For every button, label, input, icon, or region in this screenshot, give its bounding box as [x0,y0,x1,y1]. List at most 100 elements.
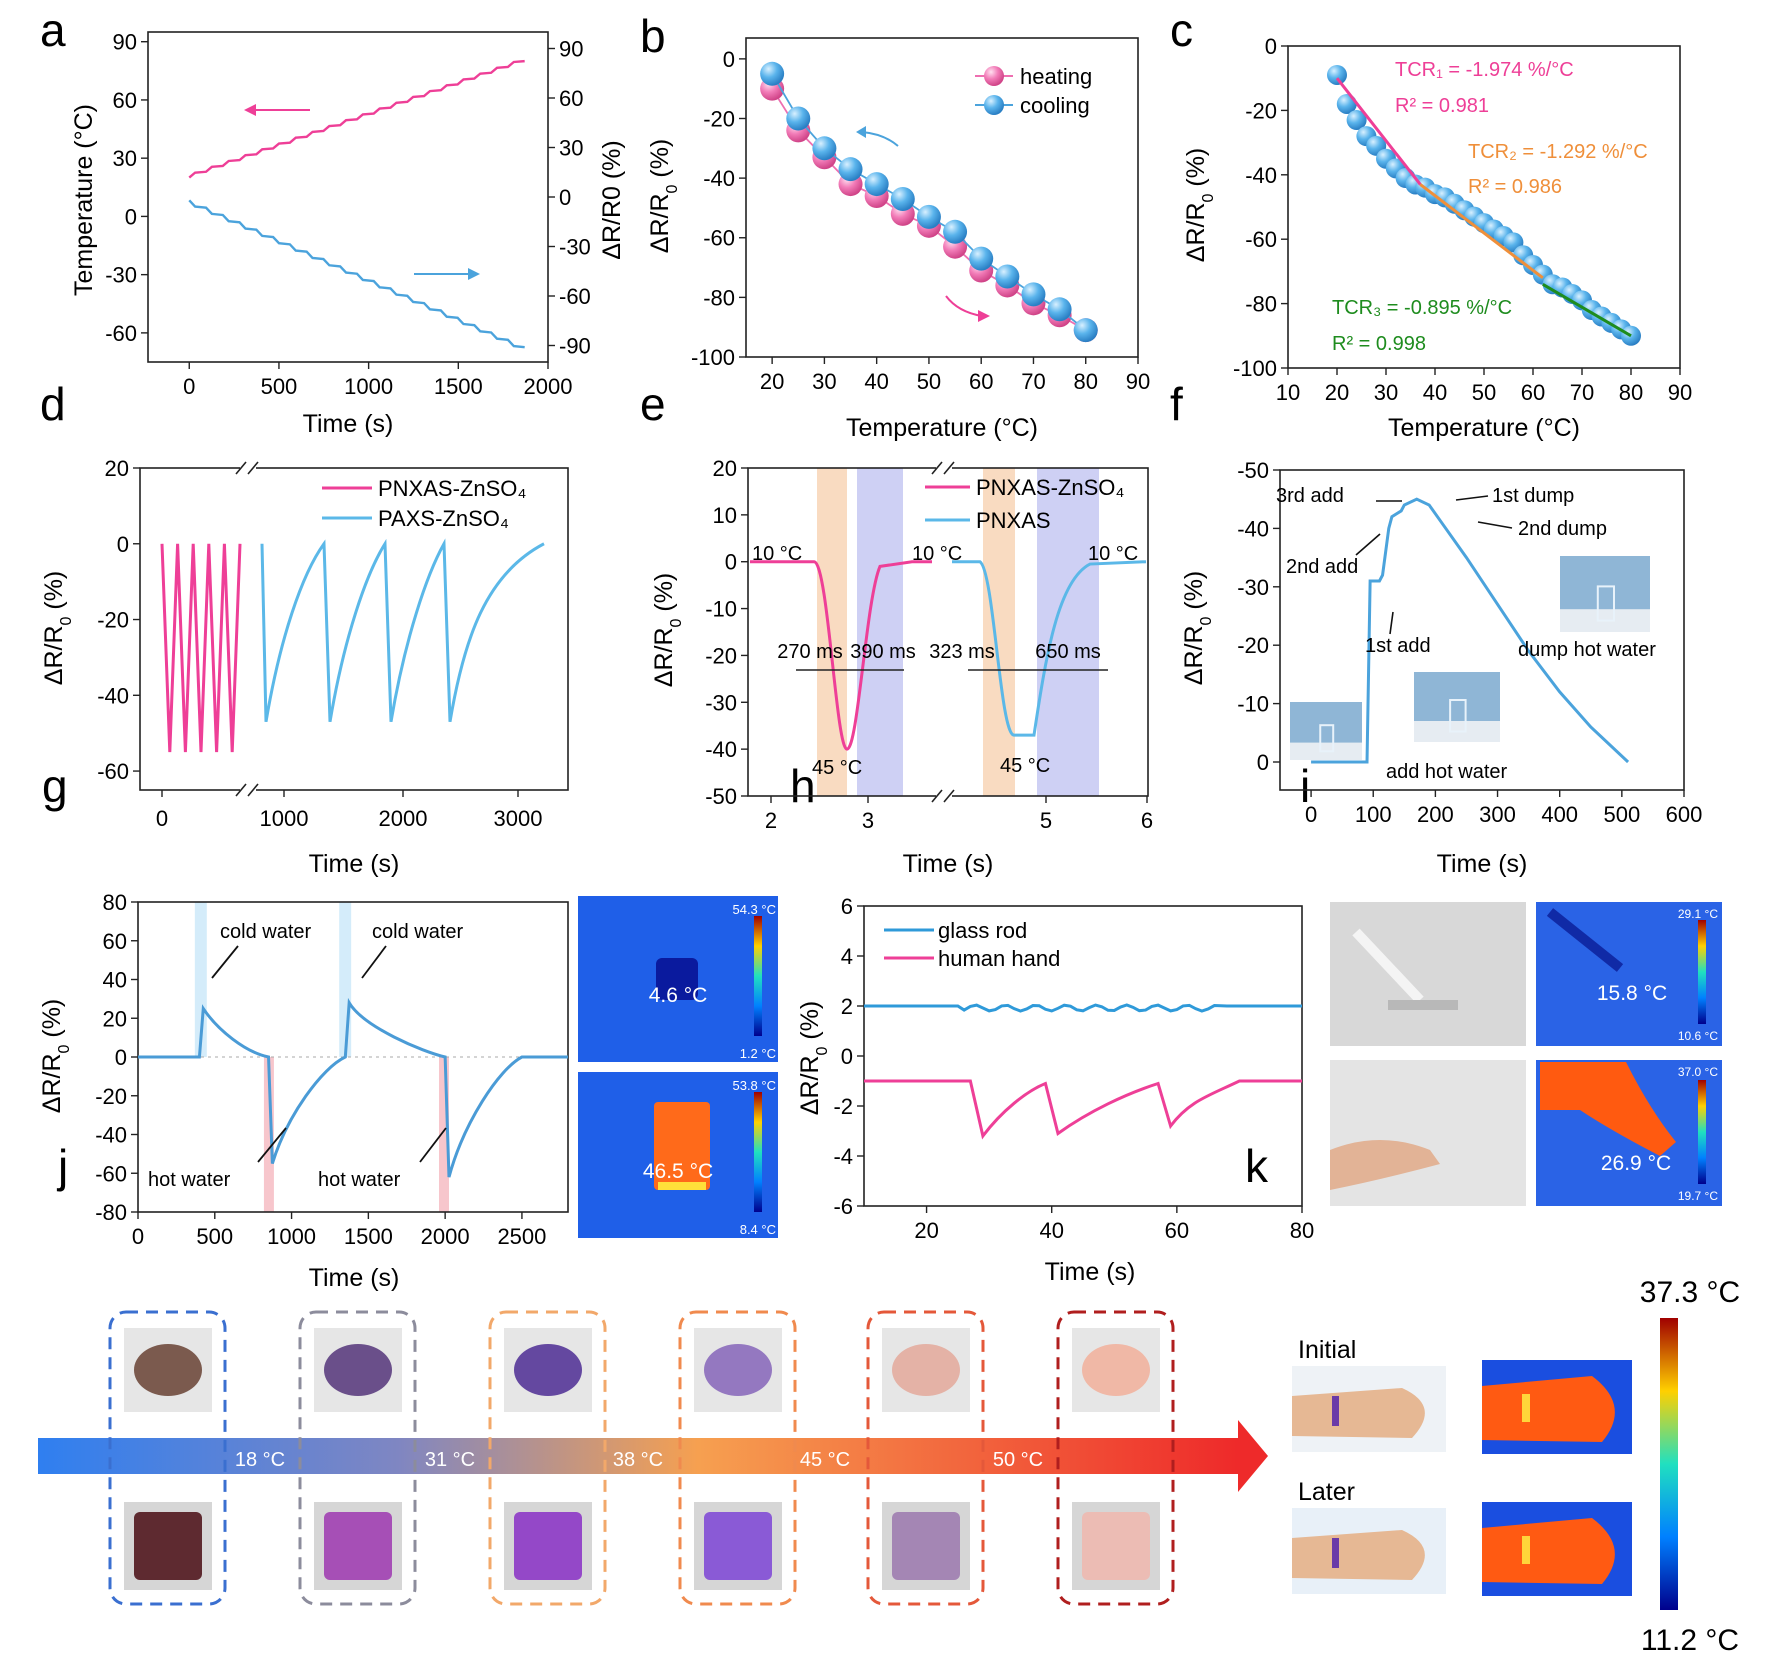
heating-arrow-head [978,310,990,322]
panel-letter-f: f [1170,378,1183,430]
axis-break-mark [931,789,943,803]
axis-break-mark [247,783,259,797]
axis-break-mark [943,461,955,475]
x-tick-label: 10 [1276,380,1300,405]
annotation-arrow [361,945,387,979]
annotation-arrow [257,1127,287,1163]
y-tick-label: -20 [703,106,735,131]
annotation-arrow [1389,611,1394,635]
sensor-patch-thermal [1522,1394,1530,1422]
x-tick-label: 20 [760,369,784,394]
annotation: cold water [220,921,311,943]
y-tick-label: -40 [1245,163,1277,188]
y-tick-label: -60 [95,1161,127,1186]
wrist-shape [1292,1530,1425,1580]
colorbar [1660,1318,1678,1610]
y-tick-label: -20 [1237,633,1269,658]
cooling-arrow [861,131,899,147]
y-tick-label: 2 [841,994,853,1019]
x-tick-label: 500 [1603,802,1640,827]
recovery-time-label: 650 ms [1035,641,1101,663]
x-tick-label: 20 [914,1218,938,1243]
y-tick-label: 30 [559,136,583,161]
response-time-label: 323 ms [929,641,995,663]
plot-frame [745,37,1139,358]
x-tick-label: 100 [1355,802,1392,827]
y-tick-label: -30 [105,263,137,288]
cold-spot [656,958,698,1000]
y-tick-label: 90 [113,30,137,55]
series-line [188,199,525,349]
fit-r2-label: R² = 0.981 [1395,95,1489,117]
thermal-wrist-trace [1482,1376,1615,1442]
annotation: cold water [372,921,463,943]
legend-label: PNXAS-ZnSO₄ [378,476,526,501]
x-tick-label: 1500 [434,374,483,399]
axis-break-mark [235,783,247,797]
panel-letter-k: k [1245,1140,1269,1192]
y-tick-label: -10 [1237,692,1269,717]
plot-frame [139,467,569,791]
y-tick-label: -6 [833,1194,853,1219]
y-tick-label: 4 [841,944,853,969]
y-tick-label: -20 [97,608,129,633]
fit-line [1419,183,1544,280]
x-axis-label: Time (s) [309,850,400,878]
x-tick-label: 600 [1666,802,1703,827]
temperature-readout: 26.9 °C [1601,1152,1671,1175]
data-point [1346,110,1367,131]
data-point [995,264,1020,289]
fit-tcr-label: TCR₁ = -1.974 %/°C [1395,59,1574,81]
legend-label: heating [1020,64,1092,89]
heating-arrow [945,295,983,317]
panel-letter-b: b [640,10,666,62]
y-tick-label: 0 [559,185,571,210]
x-tick-label: 80 [1290,1218,1314,1243]
y-tick-label: 60 [559,86,583,111]
x-tick-label: 1000 [260,806,309,831]
y-axis-label: ΔR/R0 (%) [38,999,73,1114]
y-tick-label: -20 [95,1084,127,1109]
recovery-band [1037,468,1099,796]
hand-photo [1330,1060,1526,1206]
state-label: Later [1298,1478,1355,1506]
colorbar-max: 37.0 °C [1678,1065,1718,1079]
fit-line [1335,77,1422,186]
series-line [864,1003,1302,1013]
powder-sample [704,1344,772,1396]
powder-sample [1082,1344,1150,1396]
x-tick-label: 60 [1165,1218,1189,1243]
annotation: add hot water [1386,761,1508,783]
x-tick-label: 80 [1619,380,1643,405]
temperature-label: 45 °C [800,1449,850,1471]
y-tick-label: -40 [97,683,129,708]
hot-band [439,1057,449,1212]
x-tick-label: 2000 [379,806,428,831]
y-tick-label: 0 [723,47,735,72]
annotation: 10 °C [1088,543,1138,565]
x-tick-label: 30 [812,369,836,394]
y-tick-label: -80 [1245,292,1277,317]
x-tick-label: 0 [1305,802,1317,827]
film-sample [324,1512,392,1580]
legend-label: cooling [1020,93,1090,118]
y-tick-label: 20 [713,456,737,481]
x-tick-label: 1500 [344,1224,393,1249]
sample-box [866,1310,985,1606]
panel-letter-g: g [42,760,68,812]
y-tick-label: 30 [113,146,137,171]
annotation: 3rd add [1276,485,1344,507]
legend-label: glass rod [938,918,1027,943]
y-tick-label: -30 [559,235,591,260]
finger-shape [1330,1140,1440,1190]
panel-g: -80 -60 -40 -20 0 20 40 60 80 0 500 1000 1500 2000 250… [38,890,778,1292]
colorbar-max: 29.1 °C [1678,907,1718,921]
x-tick-label: 90 [1126,369,1150,394]
x-tick-label: 3 [862,808,874,833]
sensor-patch [1332,1538,1339,1568]
sample-box [678,1310,797,1606]
series-line [952,560,1147,737]
temperature-label: 18 °C [235,1449,285,1471]
y-tick-label: -50 [1237,458,1269,483]
